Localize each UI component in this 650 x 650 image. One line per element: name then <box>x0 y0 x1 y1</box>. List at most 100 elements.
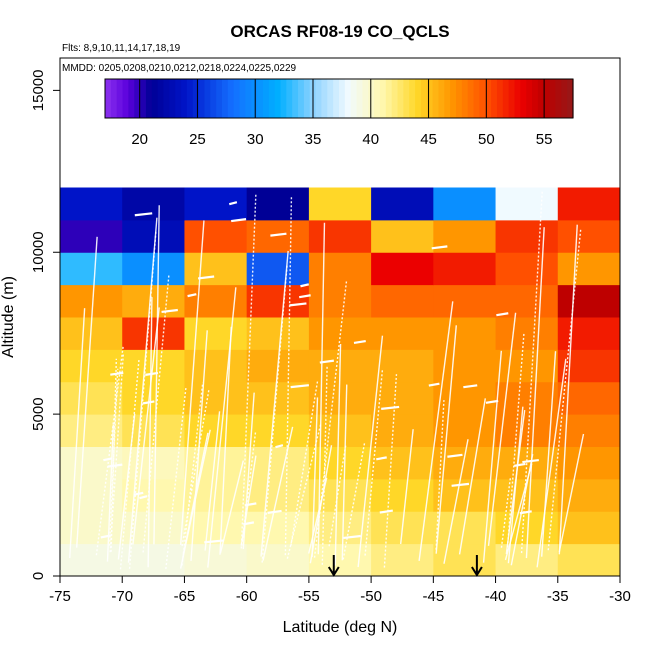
flight-level-segment <box>244 502 257 507</box>
flight-level-segment <box>134 212 153 217</box>
heatmap-cell <box>60 543 123 577</box>
heatmap-cell <box>246 187 310 221</box>
colorbar-segment <box>105 79 112 118</box>
heatmap-cell <box>308 478 372 512</box>
colorbar-segment <box>385 79 393 118</box>
heatmap-cell <box>122 446 185 480</box>
colorbar-segment <box>379 79 387 118</box>
flight-level-segment <box>139 495 148 500</box>
colorbar-segment <box>397 79 404 118</box>
colorbar-segment <box>526 79 533 118</box>
y-axis-label: Altitude (m) <box>0 276 17 358</box>
flight-level-segment <box>231 218 247 223</box>
heatmap-cell <box>495 252 559 286</box>
colorbar-tick-label: 20 <box>131 131 148 148</box>
heatmap-cell <box>557 478 621 512</box>
flight-track <box>286 423 322 559</box>
colorbar-segment <box>344 79 352 118</box>
heatmap-cell <box>433 414 497 447</box>
flight-track <box>240 455 257 546</box>
flight-track <box>128 230 157 569</box>
flight-track <box>190 330 208 562</box>
colorbar-segment <box>520 79 527 118</box>
heatmap-cell <box>495 187 559 221</box>
flight-level-segment <box>381 405 400 410</box>
heatmap-cell <box>184 511 248 545</box>
y-tick-label: 15000 <box>30 70 47 112</box>
heatmap-cell <box>371 284 434 318</box>
flight-level-segment <box>142 400 155 405</box>
flight-track <box>334 344 342 566</box>
colorbar-segment <box>514 79 521 118</box>
colorbar-segment <box>262 79 270 118</box>
heatmap-cell <box>433 252 497 286</box>
heatmap-cell <box>184 317 248 350</box>
colorbar-segment <box>110 79 118 118</box>
flight-track <box>260 250 289 557</box>
flight-track <box>482 350 503 563</box>
colorbar-segment <box>210 79 217 118</box>
flight-track <box>147 297 153 568</box>
colorbar-segment <box>456 79 463 118</box>
flight-level-segment <box>228 201 238 206</box>
heatmap-cell <box>557 252 621 286</box>
flight-level-segment <box>514 462 526 467</box>
x-tick-label: -60 <box>236 588 258 605</box>
colorbar-segment <box>140 79 147 118</box>
flight-track <box>507 406 524 564</box>
heatmap-cell <box>184 543 248 577</box>
colorbar-segment <box>292 79 299 118</box>
x-tick-label: -35 <box>547 588 569 605</box>
heatmap-cell <box>495 284 559 318</box>
heatmap-cell <box>308 187 372 221</box>
colorbar-segment <box>403 79 410 118</box>
heatmap-cell <box>557 414 621 447</box>
x-axis: -75 -70 -65 -60 -55 -50 -45 -40 -35 -30 <box>49 576 631 605</box>
heatmap-cell <box>246 446 310 480</box>
flight-track <box>153 205 160 545</box>
colorbar-segment <box>163 79 170 118</box>
colorbar-segment <box>286 79 293 118</box>
flight-track <box>506 333 525 552</box>
flight-level-segment <box>187 293 197 298</box>
flight-track <box>357 335 384 568</box>
colorbar-segment <box>467 79 475 118</box>
flight-level-segment <box>451 482 470 487</box>
flight-level-segment <box>204 539 225 544</box>
colorbar-segment <box>128 79 135 118</box>
x-tick-label: -70 <box>111 588 133 605</box>
flight-track <box>558 224 578 555</box>
flight-level-segment <box>289 302 307 307</box>
flight-track <box>132 307 160 545</box>
colorbar-segment <box>157 79 165 118</box>
flight-level-segment <box>300 283 310 288</box>
x-tick-label: -65 <box>174 588 196 605</box>
heatmap-cell <box>557 219 621 253</box>
colorbar-segment <box>198 79 206 118</box>
flight-track <box>181 382 204 566</box>
heatmap-cell <box>433 284 497 318</box>
colorbar-segment <box>145 79 153 118</box>
heatmap-cell <box>246 414 310 447</box>
flight-track <box>117 413 136 560</box>
flight-level-segment <box>447 453 463 458</box>
heatmap-cell <box>184 284 248 318</box>
colorbar-segment <box>362 79 369 118</box>
flight-track <box>308 477 328 554</box>
colorbar-segment <box>426 79 434 118</box>
heatmap-cell <box>371 317 434 350</box>
flight-level-segment <box>100 534 111 539</box>
heatmap-cell <box>371 219 434 253</box>
x-tick-label: -75 <box>49 588 71 605</box>
colorbar-tick-label: 45 <box>420 131 437 148</box>
heatmap-cell <box>557 187 621 221</box>
colorbar-segment <box>327 79 334 118</box>
colorbar-segment <box>368 79 375 118</box>
heatmap-cell <box>308 381 372 415</box>
heatmap-cell <box>371 543 434 577</box>
colorbar-segment <box>321 79 328 118</box>
flight-level-segment <box>267 509 282 514</box>
colorbar-segment <box>175 79 182 118</box>
annotations <box>327 555 483 577</box>
colorbar-segment <box>532 79 539 118</box>
